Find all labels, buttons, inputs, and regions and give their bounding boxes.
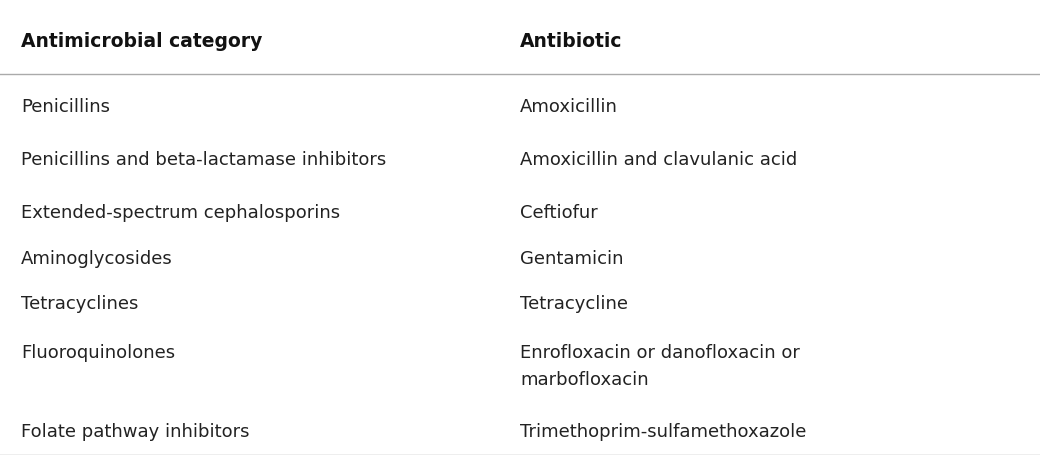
- Text: Antibiotic: Antibiotic: [520, 32, 623, 51]
- Text: Tetracyclines: Tetracyclines: [21, 295, 138, 313]
- Text: Enrofloxacin or danofloxacin or
marbofloxacin: Enrofloxacin or danofloxacin or marboflo…: [520, 344, 800, 388]
- Text: Folate pathway inhibitors: Folate pathway inhibitors: [21, 422, 250, 440]
- Text: Extended-spectrum cephalosporins: Extended-spectrum cephalosporins: [21, 204, 340, 222]
- Text: Amoxicillin: Amoxicillin: [520, 98, 618, 116]
- Text: Gentamicin: Gentamicin: [520, 249, 624, 267]
- Text: Antimicrobial category: Antimicrobial category: [21, 32, 262, 51]
- Text: Aminoglycosides: Aminoglycosides: [21, 249, 173, 267]
- Text: Fluoroquinolones: Fluoroquinolones: [21, 344, 175, 361]
- Text: Penicillins: Penicillins: [21, 98, 110, 116]
- Text: Trimethoprim-sulfamethoxazole: Trimethoprim-sulfamethoxazole: [520, 422, 806, 440]
- Text: Amoxicillin and clavulanic acid: Amoxicillin and clavulanic acid: [520, 151, 798, 169]
- Text: Penicillins and beta-lactamase inhibitors: Penicillins and beta-lactamase inhibitor…: [21, 151, 386, 169]
- Text: Tetracycline: Tetracycline: [520, 295, 628, 313]
- Text: Ceftiofur: Ceftiofur: [520, 204, 598, 222]
